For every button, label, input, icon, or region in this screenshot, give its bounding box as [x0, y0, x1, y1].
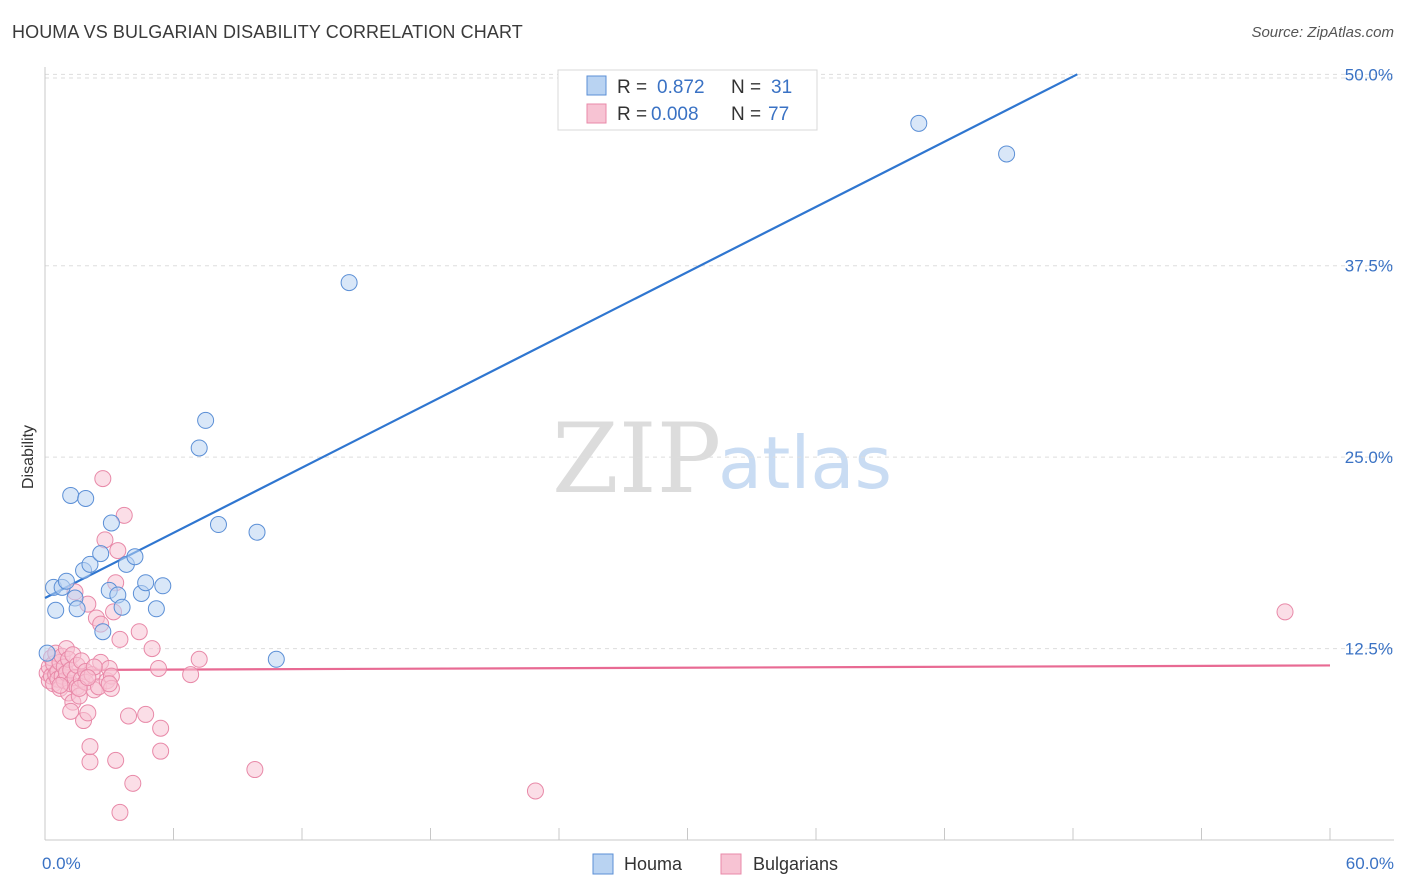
- legend-r-label-bulgarians: R =: [617, 104, 647, 125]
- point-houma: [77, 490, 95, 508]
- legend-n-label-bulgarians: N =: [731, 104, 761, 125]
- trend-line-houma: [44, 73, 1078, 600]
- point-houma: [38, 644, 56, 662]
- point-bulgarians: [120, 707, 138, 725]
- point-bulgarians: [152, 742, 170, 760]
- point-bulgarians: [526, 782, 544, 800]
- legend-swatch-houma: [586, 75, 607, 96]
- legend-n-value-houma: 31: [771, 77, 792, 98]
- bottom-legend-swatch-houma: [592, 853, 614, 875]
- series-legend: Houma Bulgarians: [592, 853, 838, 875]
- point-bulgarians: [111, 803, 129, 821]
- point-houma: [340, 274, 358, 292]
- point-houma: [57, 572, 75, 590]
- watermark-zip: ZIP: [552, 403, 721, 515]
- point-bulgarians: [115, 506, 133, 524]
- point-bulgarians: [51, 676, 69, 694]
- y-tick-label: 25.0%: [1345, 448, 1393, 467]
- point-houma: [92, 545, 110, 563]
- bottom-legend-swatch-bulgarians: [720, 853, 742, 875]
- point-houma: [102, 514, 120, 532]
- point-bulgarians: [79, 669, 97, 687]
- point-houma: [154, 577, 172, 595]
- y-tick-label: 37.5%: [1345, 257, 1393, 276]
- point-houma: [267, 650, 285, 668]
- legend-swatch-bulgarians: [586, 103, 607, 124]
- point-houma: [126, 548, 144, 566]
- point-bulgarians: [190, 650, 208, 668]
- point-houma: [68, 600, 86, 618]
- point-houma: [113, 598, 131, 616]
- point-bulgarians: [94, 470, 112, 488]
- point-bulgarians: [109, 542, 127, 560]
- point-bulgarians: [1276, 603, 1294, 621]
- point-houma: [147, 600, 165, 618]
- point-houma: [910, 114, 928, 132]
- point-bulgarians: [152, 719, 170, 737]
- point-houma: [190, 439, 208, 457]
- point-bulgarians: [143, 640, 161, 658]
- point-houma: [94, 623, 112, 641]
- point-bulgarians: [182, 666, 200, 684]
- bottom-legend-label-houma: Houma: [624, 854, 683, 874]
- point-houma: [137, 574, 155, 592]
- source-label: Source: ZipAtlas.com: [1251, 24, 1394, 41]
- stats-legend: R = 0.872 N = 31 R = 0.008 N = 77: [557, 69, 818, 131]
- legend-r-value-bulgarians: 0.008: [651, 104, 699, 125]
- point-bulgarians: [62, 702, 80, 720]
- point-houma: [62, 486, 80, 504]
- point-bulgarians: [81, 753, 99, 771]
- point-houma: [248, 523, 266, 541]
- y-tick-label: 12.5%: [1345, 640, 1393, 659]
- legend-r-label-houma: R =: [617, 77, 647, 98]
- legend-n-label-houma: N =: [731, 77, 761, 98]
- point-bulgarians: [246, 761, 264, 779]
- point-bulgarians: [81, 738, 99, 756]
- point-bulgarians: [107, 751, 125, 769]
- y-axis-title: Disability: [20, 425, 37, 489]
- trend-line-bulgarians: [44, 664, 1331, 672]
- point-houma: [998, 145, 1016, 163]
- point-houma: [81, 555, 99, 573]
- point-bulgarians: [137, 705, 155, 723]
- point-bulgarians: [150, 659, 168, 677]
- point-bulgarians: [111, 630, 129, 648]
- chart-title: HOUMA VS BULGARIAN DISABILITY CORRELATIO…: [12, 22, 523, 42]
- point-houma: [209, 516, 227, 534]
- point-bulgarians: [79, 704, 97, 722]
- trend-lines: [44, 73, 1331, 672]
- y-tick-label: 50.0%: [1345, 65, 1393, 84]
- gridlines: 12.5% 25.0% 37.5% 50.0%: [45, 65, 1394, 659]
- x-tick-label-min: 0.0%: [42, 854, 81, 873]
- point-houma: [47, 601, 65, 619]
- legend-r-value-houma: 0.872: [657, 77, 705, 98]
- bottom-legend-label-bulgarians: Bulgarians: [753, 854, 838, 874]
- axes: [44, 67, 1394, 841]
- watermark-atlas: atlas: [718, 421, 892, 505]
- point-bulgarians: [124, 774, 142, 792]
- legend-n-value-bulgarians: 77: [768, 104, 789, 125]
- point-bulgarians: [100, 675, 118, 693]
- x-tick-label-max: 60.0%: [1346, 854, 1394, 873]
- point-bulgarians: [130, 623, 148, 641]
- data-points: [38, 114, 1294, 821]
- point-houma: [197, 411, 215, 429]
